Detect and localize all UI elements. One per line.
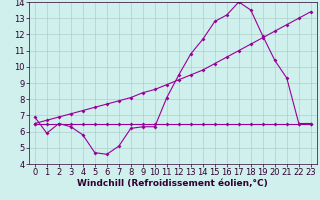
X-axis label: Windchill (Refroidissement éolien,°C): Windchill (Refroidissement éolien,°C) xyxy=(77,179,268,188)
